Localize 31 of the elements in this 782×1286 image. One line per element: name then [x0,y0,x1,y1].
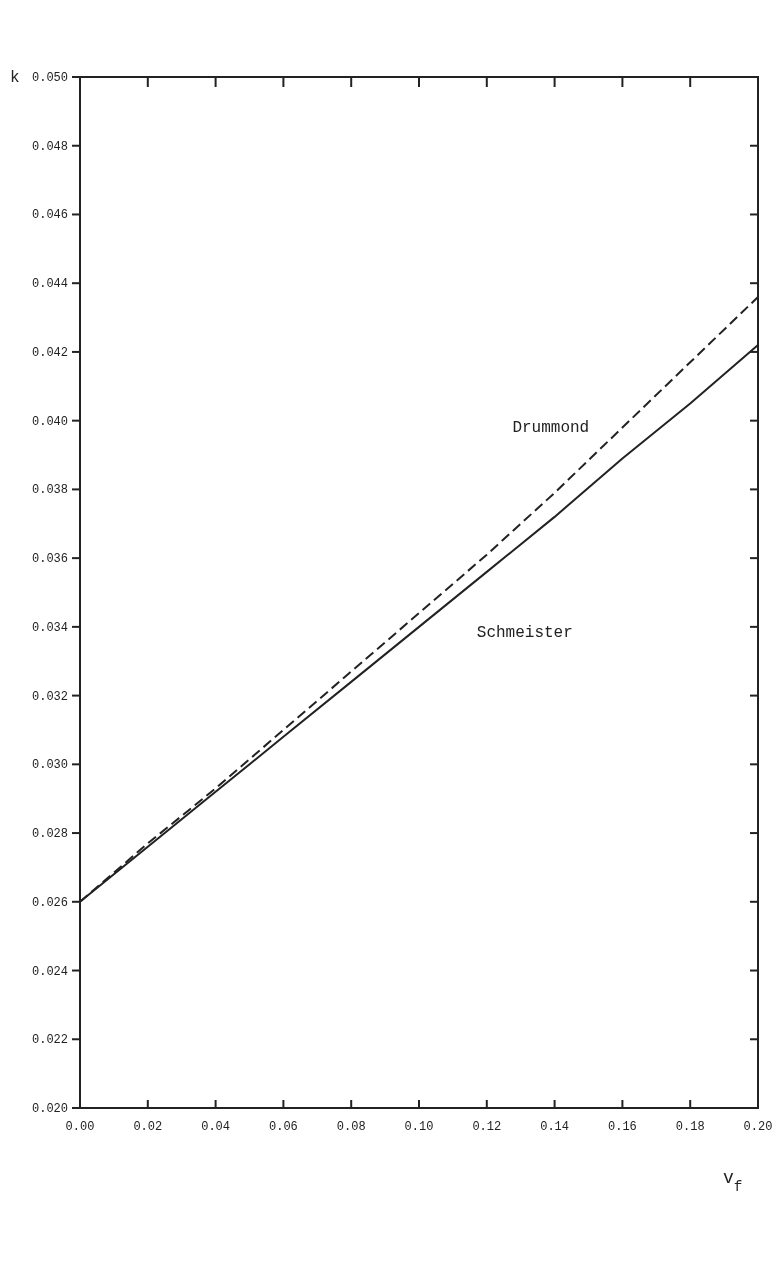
x-tick-label: 0.04 [201,1120,231,1134]
y-tick-label: 0.032 [31,689,68,704]
x-tick-label: 0.12 [472,1120,502,1134]
y-tick-label: 0.050 [31,71,68,85]
y-tick-label: 0.026 [31,895,68,910]
y-tick-label: 0.036 [31,552,68,567]
y-tick-label: 0.048 [31,139,68,154]
x-tick-label: 0.02 [133,1120,163,1134]
x-tick-label: 0.16 [607,1120,637,1134]
y-tick-label: 0.046 [31,208,68,223]
x-tick-label: 0.14 [540,1120,570,1134]
y-tick-label: 0.034 [31,620,68,635]
series-label: Drummond [512,418,590,437]
y-tick-label: 0.044 [31,277,68,292]
y-tick-label: 0.042 [31,345,68,360]
x-axis-title: v$_{f}$ [723,1168,743,1195]
y-tick-label: 0.040 [31,414,68,429]
y-tick-label: 0.038 [31,483,68,498]
x-tick-label: 0.08 [336,1120,366,1134]
x-tick-label: 0.10 [404,1120,434,1134]
y-tick-label: 0.030 [31,758,68,773]
x-tick-label: 0.20 [743,1120,773,1134]
text: Schmeister [476,623,573,642]
x-tick-label: 0.06 [268,1120,298,1134]
y-tick-label: 0.020 [31,1102,68,1116]
x-tick-label: 0.18 [675,1120,705,1134]
y-axis-title: k [10,69,20,87]
y-tick-label: 0.028 [31,827,68,842]
y-tick-label: 0.022 [31,1033,68,1048]
x-tick-label: 0.00 [65,1120,95,1134]
y-tick-label: 0.024 [31,964,68,979]
